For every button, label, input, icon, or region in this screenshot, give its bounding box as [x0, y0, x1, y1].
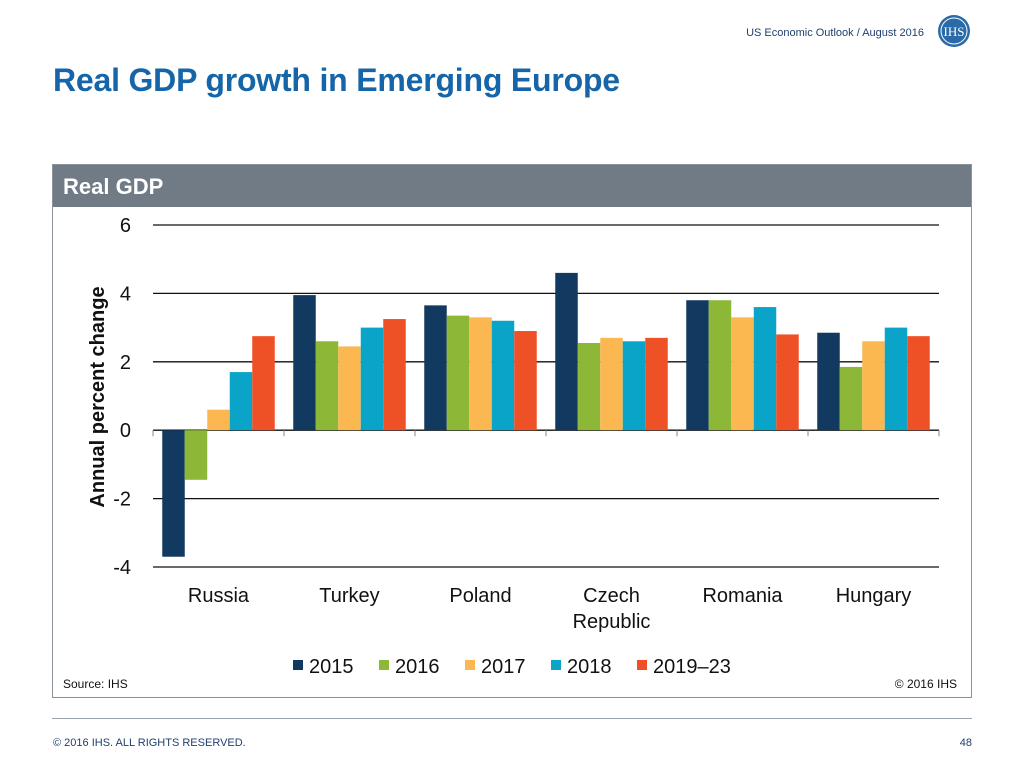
legend-label: 2015: [309, 656, 354, 678]
legend-swatch: [379, 660, 389, 670]
bar-2015: [293, 295, 316, 431]
legend-label: 2016: [395, 656, 440, 678]
logo-text: IHS: [944, 24, 965, 39]
y-tick-label: 6: [120, 215, 131, 237]
x-tick-label: Czech: [583, 585, 640, 607]
bar-2019–23: [907, 336, 930, 431]
legend-item: 2017: [465, 656, 526, 678]
legend-item: 2016: [379, 656, 440, 678]
bar-2016: [315, 341, 339, 431]
report-subtitle: US Economic Outlook / August 2016: [746, 27, 924, 39]
bar-2018: [884, 327, 908, 431]
panel-copyright: © 2016 IHS: [894, 677, 957, 691]
x-tick-label: Russia: [188, 585, 250, 607]
bar-2017: [862, 341, 885, 431]
bar-2019–23: [514, 331, 537, 431]
legend-item: 2019–23: [637, 656, 731, 678]
x-tick-label: Republic: [573, 611, 651, 633]
bar-2015: [162, 430, 185, 557]
chart-panel: Real GDP 6 4 2 0 -2 -4 Annual percent change Ru…: [52, 164, 972, 698]
legend-swatch: [465, 660, 475, 670]
y-tick-label: 4: [120, 283, 131, 305]
bar-2019–23: [383, 319, 406, 431]
bar-2015: [555, 272, 578, 431]
page-number: 48: [959, 737, 972, 749]
panel-header: Real GDP: [53, 165, 971, 207]
gdp-bar-chart: 6 4 2 0 -2 -4 Annual percent change Russia Turke…: [87, 215, 940, 678]
bar-2018: [753, 307, 777, 431]
bar-2015: [686, 300, 709, 431]
x-tick-label: Hungary: [836, 585, 912, 607]
bar-2017: [338, 346, 361, 431]
legend-swatch: [637, 660, 647, 670]
legend-swatch: [293, 660, 303, 670]
bar-2019–23: [252, 336, 275, 431]
source-note: Source: IHS: [63, 677, 128, 691]
footer-copyright: © 2016 IHS. ALL RIGHTS RESERVED.: [53, 737, 246, 749]
bar-2018: [360, 327, 384, 431]
bar-2018: [491, 320, 515, 431]
bar-2016: [577, 342, 601, 431]
legend-label: 2018: [567, 656, 612, 678]
slide-title: Real GDP growth in Emerging Europe: [53, 62, 620, 98]
bar-2016: [446, 315, 470, 431]
y-tick-label: 0: [120, 420, 131, 442]
bar-2015: [424, 305, 447, 431]
bar-2018: [229, 372, 253, 431]
bar-2017: [469, 317, 492, 431]
legend-label: 2019–23: [653, 656, 731, 678]
legend-item: 2018: [551, 656, 612, 678]
y-axis-label: Annual percent change: [87, 286, 109, 507]
x-tick-label: Romania: [702, 585, 783, 607]
x-tick-label: Poland: [449, 585, 511, 607]
bar-2019–23: [645, 337, 668, 431]
x-tick-label: Turkey: [319, 585, 379, 607]
bar-2017: [600, 337, 623, 431]
bar-2017: [731, 317, 754, 431]
y-tick-label: 2: [120, 352, 131, 374]
bar-2016: [184, 430, 208, 480]
ihs-logo: IHS: [938, 15, 970, 47]
bar-2019–23: [776, 334, 799, 431]
bar-2017: [207, 409, 230, 431]
panel-title: Real GDP: [63, 174, 164, 199]
bar-2015: [817, 332, 840, 431]
bar-2016: [839, 366, 863, 431]
bar-2016: [708, 300, 732, 431]
y-tick-label: -2: [113, 489, 131, 511]
y-tick-label: -4: [113, 557, 131, 579]
legend-label: 2017: [481, 656, 526, 678]
legend-swatch: [551, 660, 561, 670]
bar-2018: [622, 341, 646, 431]
legend-item: 2015: [293, 656, 354, 678]
footer-divider: [52, 718, 972, 719]
